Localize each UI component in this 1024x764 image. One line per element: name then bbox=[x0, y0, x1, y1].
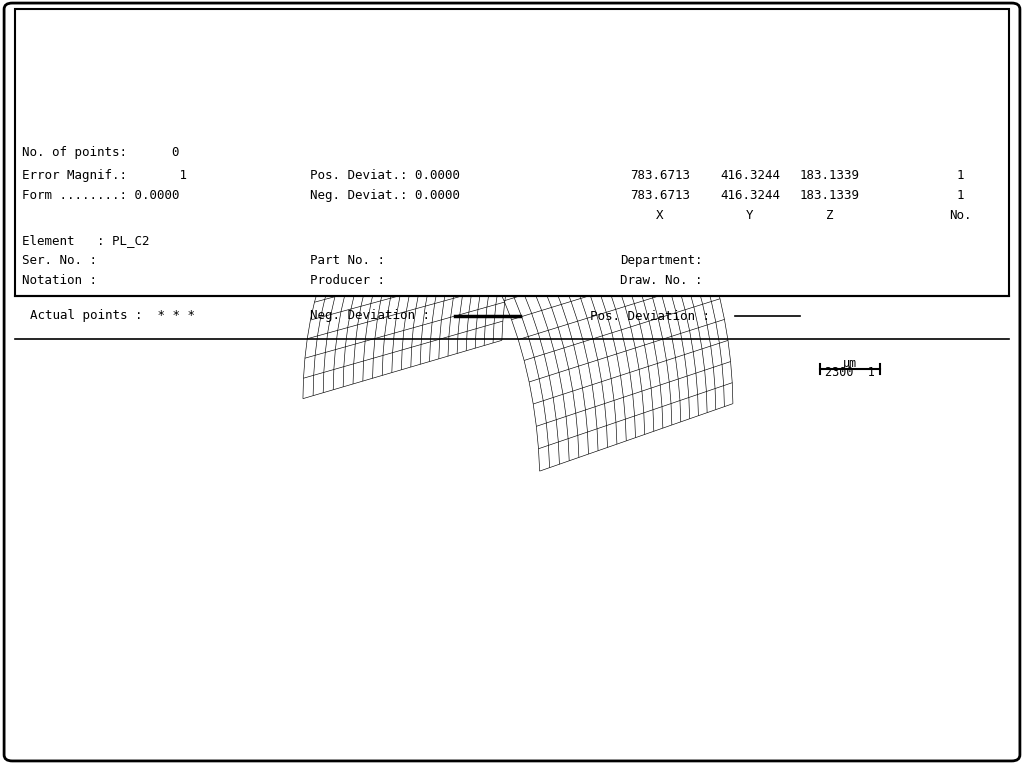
Text: X: X bbox=[656, 209, 664, 222]
Text: 2300  1: 2300 1 bbox=[825, 366, 874, 379]
Text: Error Magnif.:       1: Error Magnif.: 1 bbox=[22, 169, 187, 182]
Text: Draw. No. :: Draw. No. : bbox=[620, 274, 702, 287]
Text: Pos. Deviation :: Pos. Deviation : bbox=[590, 309, 710, 322]
Text: 1: 1 bbox=[956, 169, 964, 182]
FancyBboxPatch shape bbox=[4, 3, 1020, 761]
Text: Producer :: Producer : bbox=[310, 274, 385, 287]
Text: Part No. :: Part No. : bbox=[310, 254, 385, 267]
Text: 183.1339: 183.1339 bbox=[800, 169, 860, 182]
Text: Department:: Department: bbox=[620, 254, 702, 267]
Text: Element   : PL_C2: Element : PL_C2 bbox=[22, 234, 150, 247]
Text: Neg. Deviation :: Neg. Deviation : bbox=[310, 309, 430, 322]
Text: Neg. Deviat.: 0.0000: Neg. Deviat.: 0.0000 bbox=[310, 189, 460, 202]
Text: Actual points :  * * *: Actual points : * * * bbox=[30, 309, 195, 322]
Text: Z: Z bbox=[826, 209, 834, 222]
Text: 416.3244: 416.3244 bbox=[720, 169, 780, 182]
Text: Pos. Deviat.: 0.0000: Pos. Deviat.: 0.0000 bbox=[310, 169, 460, 182]
Text: Form ........: 0.0000: Form ........: 0.0000 bbox=[22, 189, 179, 202]
Text: Ser. No. :: Ser. No. : bbox=[22, 254, 97, 267]
Text: 183.1339: 183.1339 bbox=[800, 189, 860, 202]
Text: 783.6713: 783.6713 bbox=[630, 189, 690, 202]
Text: 1: 1 bbox=[956, 189, 964, 202]
Text: Notation :: Notation : bbox=[22, 274, 97, 287]
Text: Y: Y bbox=[746, 209, 754, 222]
Text: 783.6713: 783.6713 bbox=[630, 169, 690, 182]
Text: No. of points:      0: No. of points: 0 bbox=[22, 146, 179, 159]
Text: μm: μm bbox=[843, 357, 857, 370]
Bar bbox=[15, 9, 1009, 296]
Text: No.: No. bbox=[949, 209, 971, 222]
Text: 416.3244: 416.3244 bbox=[720, 189, 780, 202]
